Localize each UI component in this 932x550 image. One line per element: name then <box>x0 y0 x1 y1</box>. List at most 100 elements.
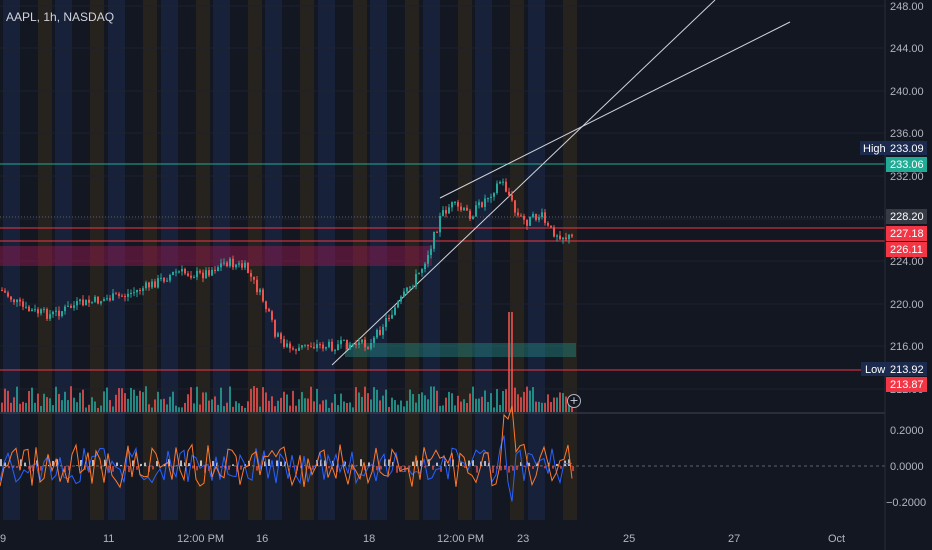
volume-bar <box>235 401 237 412</box>
volume-bar <box>346 403 348 412</box>
candle-body <box>70 305 72 308</box>
candle-body <box>529 216 531 226</box>
osc-histogram-bar <box>104 459 106 466</box>
svg-text:228.20: 228.20 <box>890 211 924 223</box>
candle-body <box>217 267 219 271</box>
candle-body <box>526 219 528 226</box>
volume-bar <box>166 404 168 412</box>
volume-bar <box>349 402 351 412</box>
volume-bar <box>508 312 510 412</box>
osc-histogram-bar <box>136 466 138 470</box>
volume-bar <box>451 393 453 412</box>
volume-bar <box>58 393 60 412</box>
volume-bar <box>529 390 531 412</box>
candle-body <box>121 295 123 297</box>
candle-body <box>541 212 543 218</box>
volume-bar <box>262 387 264 412</box>
osc-histogram-bar <box>440 466 442 472</box>
volume-bar <box>211 399 213 412</box>
candle-body <box>223 262 225 264</box>
osc-histogram-bar <box>192 466 194 469</box>
osc-histogram-bar <box>432 466 434 470</box>
volume-bar <box>337 405 339 412</box>
volume-bar <box>412 394 414 412</box>
price-tick: 232.00 <box>890 171 924 183</box>
volume-bar <box>466 402 468 412</box>
time-label: 9 <box>0 533 6 545</box>
osc-histogram-bar <box>152 466 154 470</box>
candle-body <box>106 298 108 300</box>
candle-body <box>298 347 300 351</box>
volume-bar <box>562 393 564 412</box>
volume-bar <box>310 386 312 412</box>
osc-histogram-bar <box>124 466 126 471</box>
volume-bar <box>268 400 270 412</box>
volume-bar <box>1 402 3 412</box>
volume-bar <box>295 405 297 412</box>
red-price-tag-1: 227.18 <box>886 226 927 241</box>
candle-body <box>19 299 21 302</box>
candle-body <box>556 235 558 237</box>
volume-bar <box>490 393 492 412</box>
candle-body <box>310 346 312 348</box>
oscillator-axis[interactable]: 0.2000 0.0000 −0.2000 <box>886 425 926 509</box>
volume-bar <box>133 389 135 412</box>
candle-body <box>286 343 288 347</box>
osc-histogram-bar <box>512 466 514 471</box>
candle-body <box>472 216 474 219</box>
osc-histogram-bar <box>572 466 574 472</box>
candle-body <box>343 339 345 341</box>
premarket-band <box>265 0 282 520</box>
volume-bar <box>37 393 39 412</box>
volume-bar <box>493 407 495 412</box>
osc-histogram-bar <box>520 462 522 466</box>
time-label: 27 <box>728 533 740 545</box>
candle-body <box>496 183 498 194</box>
volume-bar <box>352 407 354 412</box>
candle-body <box>205 270 207 279</box>
candle-body <box>214 269 216 271</box>
time-axis[interactable]: 9 11 12:00 PM 16 18 12:00 PM 23 25 27 Oc… <box>0 533 845 545</box>
volume-bar <box>16 386 18 412</box>
add-plus-button[interactable]: + <box>567 394 581 408</box>
premarket-band <box>475 0 492 520</box>
osc-histogram-bar <box>500 466 502 471</box>
volume-bar <box>4 388 6 412</box>
osc-histogram-bar <box>156 461 158 466</box>
candle-body <box>133 292 135 294</box>
high-tag: High 233.09 <box>860 141 927 155</box>
symbol-legend[interactable]: AAPL, 1h, NASDAQ <box>6 10 115 24</box>
candle-body <box>511 195 513 201</box>
volume-bar <box>553 397 555 412</box>
osc-histogram-bar <box>420 460 422 466</box>
grid-lines <box>0 5 885 390</box>
candle-body <box>571 234 573 237</box>
osc-histogram-bar <box>196 466 198 471</box>
candle-body <box>313 347 315 349</box>
volume-bar <box>460 401 462 412</box>
price-axis[interactable]: 248.00 244.00 240.00 236.00 232.00 228.0… <box>890 1 924 396</box>
candle-body <box>466 207 468 211</box>
volume-bar <box>394 400 396 412</box>
candle-body <box>334 350 336 352</box>
osc-histogram-bar <box>320 459 322 466</box>
osc-histogram-bar <box>460 462 462 466</box>
candle-body <box>64 306 66 312</box>
candle-body <box>151 281 153 288</box>
premarket-band <box>423 0 440 520</box>
trendline-lower[interactable] <box>331 0 716 366</box>
volume-bar <box>169 396 171 412</box>
candle-body <box>7 292 9 297</box>
volume-bar <box>517 394 519 412</box>
time-label: 12:00 PM <box>437 533 484 545</box>
volume-bar <box>547 394 549 412</box>
candle-body <box>460 206 462 211</box>
trendline-upper[interactable] <box>439 21 791 199</box>
volume-bar <box>526 386 528 412</box>
osc-histogram-bar <box>516 466 518 470</box>
volume-bar <box>469 393 471 412</box>
candle-body <box>427 255 429 264</box>
candle-body <box>274 319 276 337</box>
candle-body <box>10 296 12 300</box>
